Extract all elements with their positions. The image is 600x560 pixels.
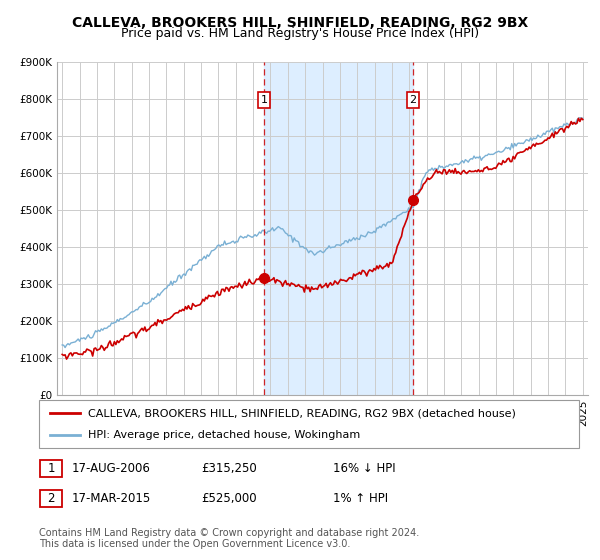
Text: 17-AUG-2006: 17-AUG-2006 [72, 462, 151, 475]
Text: HPI: Average price, detached house, Wokingham: HPI: Average price, detached house, Woki… [88, 430, 360, 440]
Text: CALLEVA, BROOKERS HILL, SHINFIELD, READING, RG2 9BX (detached house): CALLEVA, BROOKERS HILL, SHINFIELD, READI… [88, 408, 515, 418]
Bar [264, 62, 413, 395]
FancyBboxPatch shape [39, 400, 579, 448]
Text: 1% ↑ HPI: 1% ↑ HPI [333, 492, 388, 505]
Text: 2: 2 [47, 492, 55, 505]
Text: 16% ↓ HPI: 16% ↓ HPI [333, 462, 395, 475]
Text: 17-MAR-2015: 17-MAR-2015 [72, 492, 151, 505]
Text: Price paid vs. HM Land Registry's House Price Index (HPI): Price paid vs. HM Land Registry's House … [121, 27, 479, 40]
FancyBboxPatch shape [40, 460, 62, 477]
FancyBboxPatch shape [40, 490, 62, 507]
Text: CALLEVA, BROOKERS HILL, SHINFIELD, READING, RG2 9BX: CALLEVA, BROOKERS HILL, SHINFIELD, READI… [72, 16, 528, 30]
Text: 1: 1 [260, 95, 268, 105]
Text: 1: 1 [47, 462, 55, 475]
Text: 2: 2 [409, 95, 416, 105]
Text: Contains HM Land Registry data © Crown copyright and database right 2024.
This d: Contains HM Land Registry data © Crown c… [39, 528, 419, 549]
Text: £525,000: £525,000 [201, 492, 257, 505]
Text: £315,250: £315,250 [201, 462, 257, 475]
